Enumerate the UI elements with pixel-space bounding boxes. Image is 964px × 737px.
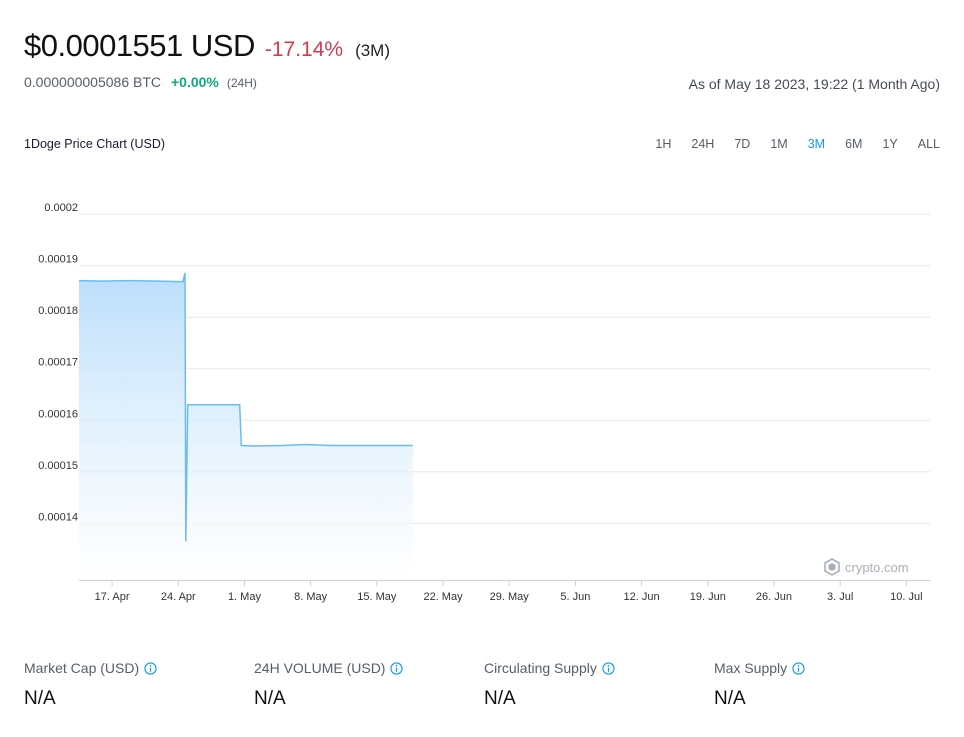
price-line (78, 272, 413, 542)
stats-row: Market Cap (USD) N/A 24H VOLUME (USD) N/… (24, 660, 944, 710)
range-1h[interactable]: 1H (655, 137, 672, 151)
range-3m[interactable]: 3M (807, 137, 826, 151)
price-period: (3M) (355, 41, 391, 60)
price-chart[interactable]: 0.0002 0.00019 0.00018 0.00017 0.00016 0.0001… (0, 195, 964, 615)
y-axis: 0.0002 0.00019 0.00018 0.00017 0.00016 0.0001… (38, 202, 78, 523)
stat-24h-volume: 24H VOLUME (USD) N/A (254, 660, 484, 710)
chart-title: 1Doge Price Chart (USD) (24, 137, 166, 151)
x-tick-label: 10. Jul (890, 591, 922, 603)
stat-market-cap: Market Cap (USD) N/A (24, 660, 254, 710)
stat-circulating-supply: Circulating Supply N/A (484, 660, 714, 710)
x-tick-label: 29. May (490, 591, 530, 603)
range-1m[interactable]: 1M (770, 137, 788, 151)
y-tick-label: 0.00015 (38, 460, 78, 472)
x-tick-label: 26. Jun (756, 591, 792, 603)
y-tick-label: 0.00019 (38, 254, 78, 266)
watermark: crypto.com (824, 558, 909, 576)
info-icon[interactable] (144, 661, 157, 675)
stat-label: Market Cap (USD) (24, 660, 140, 676)
stat-label: 24H VOLUME (USD) (254, 660, 386, 676)
stat-label: Max Supply (714, 660, 788, 676)
price-usd: $0.0001551 USD (24, 28, 255, 63)
x-tick-label: 17. Apr (95, 591, 130, 603)
x-tick-label: 15. May (357, 591, 397, 603)
btc-change: +0.00% (171, 74, 219, 90)
x-tick-label: 24. Apr (161, 591, 196, 603)
info-icon[interactable] (390, 661, 404, 675)
price-header: $0.0001551 USD -17.14% (3M) (24, 28, 390, 64)
btc-price-row: 0.000000005086 BTC +0.00% (24H) (24, 74, 257, 90)
stat-value: N/A (714, 688, 746, 709)
price-change: -17.14% (264, 38, 344, 61)
price-btc: 0.000000005086 BTC (24, 74, 161, 90)
btc-period: (24H) (226, 76, 257, 90)
info-icon[interactable] (792, 661, 805, 675)
range-all[interactable]: ALL (917, 137, 940, 151)
range-6m[interactable]: 6M (845, 137, 863, 151)
x-tick-label: 1. May (228, 591, 262, 603)
y-tick-label: 0.00014 (38, 511, 78, 523)
stat-label: Circulating Supply (484, 660, 597, 676)
x-tick-label: 12. Jun (624, 591, 660, 603)
x-tick-label: 19. Jun (690, 591, 726, 603)
info-icon[interactable] (602, 661, 615, 675)
range-24h[interactable]: 24H (691, 137, 715, 151)
stat-value: N/A (484, 688, 516, 709)
x-tick-label: 3. Jul (827, 591, 853, 603)
watermark-text: crypto.com (845, 560, 909, 575)
x-tick-label: 5. Jun (560, 591, 590, 603)
x-tick-label: 22. May (423, 591, 463, 603)
price-area (79, 272, 413, 580)
y-tick-label: 0.00018 (38, 305, 78, 317)
x-tick-label: 8. May (294, 591, 328, 603)
range-selector: 1H 24H 7D 1M 3M 6M 1Y ALL (635, 137, 940, 151)
y-tick-label: 0.00016 (38, 408, 78, 420)
y-tick-label: 0.0002 (44, 202, 78, 214)
stat-value: N/A (24, 688, 56, 709)
stat-max-supply: Max Supply N/A (714, 660, 944, 710)
x-axis: 17. Apr 24. Apr 1. May 8. May 15. May 22. May… (79, 580, 930, 603)
crypto-com-logo-icon (824, 558, 840, 576)
range-7d[interactable]: 7D (734, 137, 751, 151)
y-tick-label: 0.00017 (38, 357, 78, 369)
range-1y[interactable]: 1Y (882, 137, 898, 151)
stat-value: N/A (254, 688, 286, 709)
as-of-timestamp: As of May 18 2023, 19:22 (1 Month Ago) (688, 76, 940, 92)
